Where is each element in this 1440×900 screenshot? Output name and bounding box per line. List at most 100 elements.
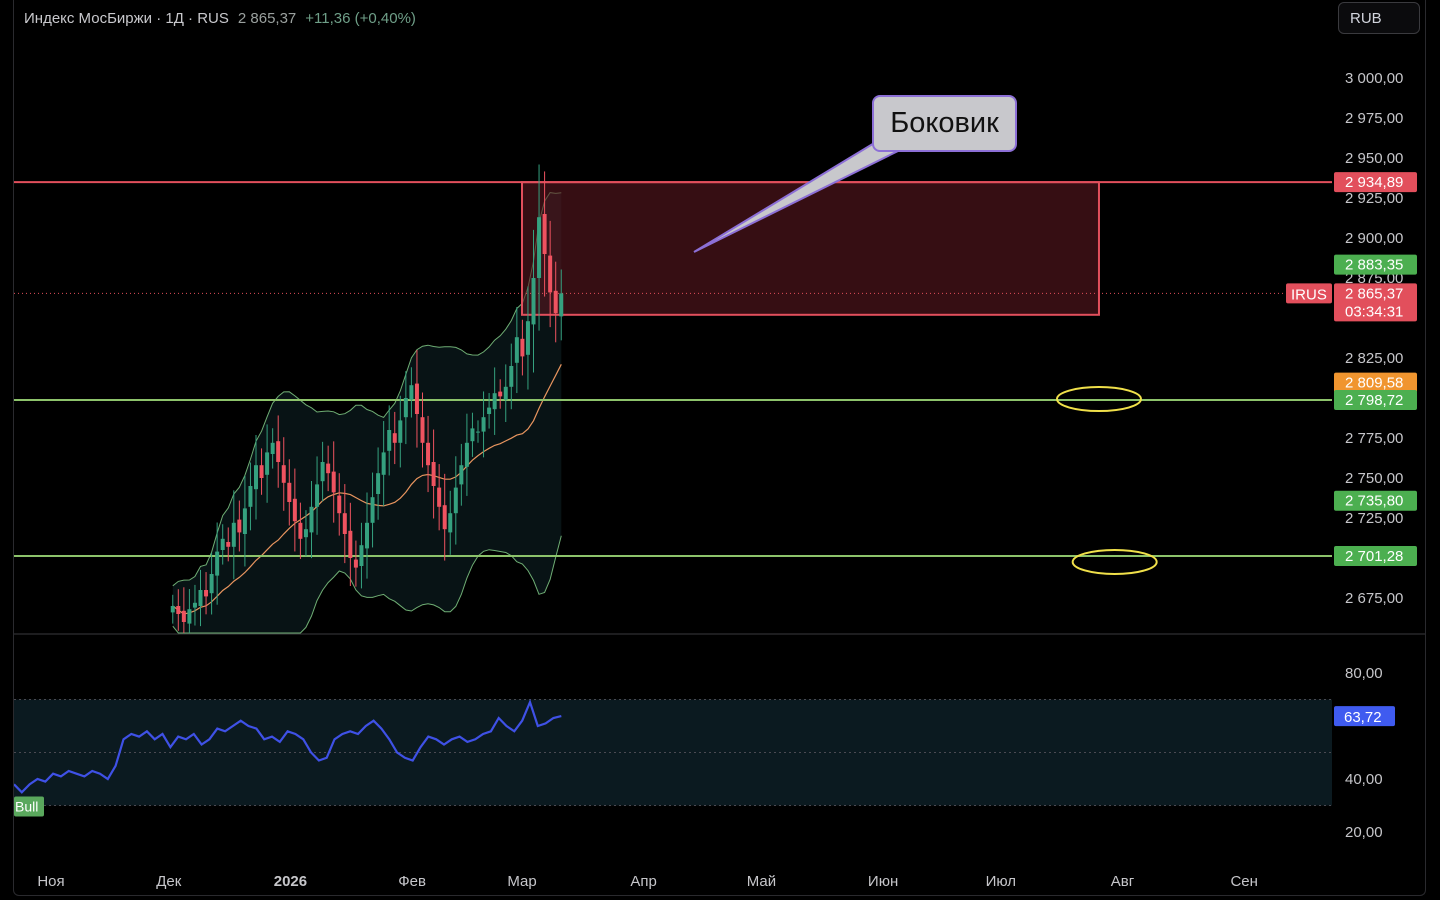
price-axis-tick: 2 750,00 <box>1345 470 1403 487</box>
time-axis-tick: Авг <box>1111 873 1135 890</box>
candle-body <box>481 417 486 432</box>
candle-body <box>259 465 264 478</box>
time-axis-tick: Июл <box>986 873 1016 890</box>
candle-body <box>298 522 303 539</box>
time-axis-tick: Апр <box>630 873 656 890</box>
highlight-ellipse-1 <box>1055 386 1142 413</box>
candle-body <box>198 590 203 606</box>
symbol-tag-label: IRUS <box>1291 286 1327 303</box>
candle-body <box>398 420 403 443</box>
price-badge <box>1334 283 1417 322</box>
rsi-value-badge <box>1334 706 1395 727</box>
candle-body <box>476 431 480 433</box>
candle-body <box>270 442 275 454</box>
candle-body <box>292 498 297 522</box>
candle-body <box>442 505 447 530</box>
rsi-axis-tick: 80,00 <box>1345 665 1383 682</box>
candle-body <box>525 321 530 355</box>
price-axis-tick: 3 000,00 <box>1345 70 1403 87</box>
time-axis-tick: Июн <box>868 873 898 890</box>
range-box[interactable] <box>521 181 1100 316</box>
candle-body <box>192 602 197 608</box>
candle-body <box>448 513 453 533</box>
candle-body <box>281 465 286 483</box>
candle-body <box>353 559 358 568</box>
candle-body <box>403 398 408 418</box>
candle-body <box>287 482 292 502</box>
candle-body <box>348 530 353 558</box>
price-axis-tick: 2 975,00 <box>1345 110 1403 127</box>
bollinger-lower-line <box>172 535 562 634</box>
candle-body <box>492 393 497 410</box>
price-axis-tick: 2 675,00 <box>1345 590 1403 607</box>
time-axis-tick: Мар <box>507 873 536 890</box>
candle-body <box>226 542 231 547</box>
rsi-value-label: 63,72 <box>1344 709 1382 726</box>
candle-body <box>181 610 186 622</box>
price-badge-label: 2 701,28 <box>1345 548 1403 565</box>
price-badge <box>1334 390 1417 411</box>
candle-body <box>204 590 209 597</box>
annotation-callout[interactable]: Боковик <box>872 95 1017 152</box>
last-price: 2 865,37 <box>237 10 297 27</box>
candle-body <box>231 522 236 547</box>
time-axis-tick: Дек <box>156 873 182 890</box>
candle-body <box>559 293 564 317</box>
candle-body <box>248 486 253 507</box>
price-axis-tick: 2 775,00 <box>1345 430 1403 447</box>
candle-body <box>431 462 436 486</box>
time-axis-tick: Сен <box>1230 873 1257 890</box>
candle-body <box>265 452 270 475</box>
candle-body <box>487 407 492 414</box>
candle-body <box>215 551 220 576</box>
candle-body <box>437 487 442 507</box>
price-badge <box>1334 545 1417 566</box>
candle-body <box>409 385 414 400</box>
candle-body <box>331 471 336 493</box>
price-badge-label: 2 798,72 <box>1345 392 1403 409</box>
price-change: +11,36 (+0,40%) <box>305 10 416 27</box>
rsi-axis-tick: 20,00 <box>1345 824 1383 841</box>
candle-body <box>470 428 475 442</box>
candle-body <box>242 508 247 534</box>
candle-body <box>459 465 464 485</box>
time-axis-tick: Ноя <box>37 873 64 890</box>
candle-body <box>498 391 503 397</box>
candle-body <box>520 338 525 357</box>
candle-body <box>320 462 325 482</box>
candle-body <box>365 522 369 549</box>
candle-body <box>359 545 364 566</box>
price-badge <box>1334 172 1417 193</box>
candle-body <box>381 452 386 475</box>
price-badge <box>1334 372 1417 393</box>
candle-body <box>370 497 375 523</box>
candle-body <box>237 519 242 533</box>
bull-signal-label: Bull <box>15 799 38 815</box>
candle-body <box>420 417 425 443</box>
candle-body <box>453 487 458 514</box>
price-axis-tick: 2 925,00 <box>1345 190 1403 207</box>
candle-body <box>209 574 214 594</box>
candle-body <box>387 430 392 451</box>
price-badge <box>1334 490 1417 511</box>
candle-body <box>170 606 175 613</box>
rsi-line[interactable] <box>13 698 562 794</box>
highlight-ellipse-2 <box>1071 548 1158 575</box>
symbol-tag <box>1286 283 1332 304</box>
candle-body <box>537 217 542 278</box>
price-axis-tick: 2 900,00 <box>1345 230 1403 247</box>
price-axis-tick: 2 950,00 <box>1345 150 1403 167</box>
candle-body <box>276 441 281 462</box>
countdown-label: 03:34:31 <box>1345 303 1403 320</box>
candle-body <box>342 513 347 534</box>
candle-body <box>548 255 553 293</box>
symbol-title[interactable]: Индекс МосБиржи · 1Д · RUS <box>24 10 229 27</box>
chart-header: Индекс МосБиржи · 1Д · RUS 2 865,37 +11,… <box>24 10 416 27</box>
price-badge-label: 2 934,89 <box>1345 174 1403 191</box>
candle-body <box>553 290 558 314</box>
bollinger-upper-line <box>172 192 562 587</box>
candle-body <box>303 529 308 538</box>
currency-button[interactable]: RUB <box>1338 2 1420 34</box>
